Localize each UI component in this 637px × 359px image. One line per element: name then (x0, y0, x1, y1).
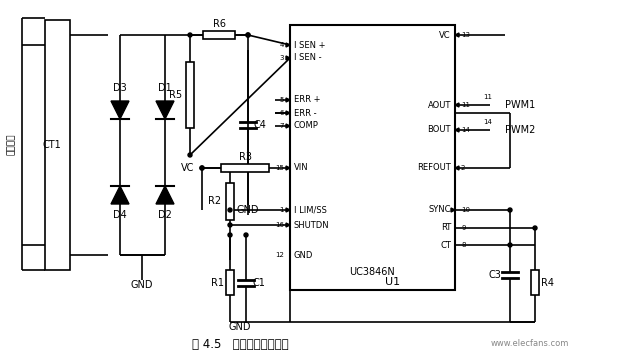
Text: 16: 16 (275, 222, 284, 228)
Text: 7: 7 (280, 123, 284, 129)
Polygon shape (455, 128, 459, 132)
Text: 9: 9 (461, 225, 466, 231)
Text: VIN: VIN (294, 163, 308, 173)
Text: AOUT: AOUT (427, 101, 451, 109)
Text: 3: 3 (280, 55, 284, 61)
Polygon shape (286, 208, 290, 212)
Text: D3: D3 (113, 83, 127, 93)
Text: 图 4.5   电流检测反馈电路: 图 4.5 电流检测反馈电路 (192, 337, 289, 350)
Text: UC3846N: UC3846N (350, 267, 396, 277)
Text: C1: C1 (252, 278, 266, 288)
Polygon shape (455, 103, 459, 107)
Text: R6: R6 (213, 19, 225, 29)
Text: R2: R2 (208, 196, 222, 206)
Polygon shape (286, 124, 290, 128)
Circle shape (508, 243, 512, 247)
Text: ERR +: ERR + (294, 95, 320, 104)
Text: D2: D2 (158, 210, 172, 220)
Text: 4: 4 (280, 42, 284, 48)
Text: D1: D1 (158, 83, 172, 93)
Text: PWM1: PWM1 (505, 100, 535, 110)
Circle shape (246, 33, 250, 37)
Bar (226, 270, 234, 295)
Text: VC: VC (181, 163, 194, 173)
Text: GND: GND (131, 280, 154, 290)
Text: GND: GND (237, 205, 259, 215)
Text: I SEN -: I SEN - (294, 53, 322, 62)
Bar (203, 31, 235, 39)
Text: 15: 15 (275, 165, 284, 171)
Polygon shape (455, 33, 459, 37)
Text: BOUT: BOUT (427, 126, 451, 135)
Text: REFOUT: REFOUT (417, 163, 451, 173)
Circle shape (533, 226, 537, 230)
Polygon shape (286, 56, 290, 60)
Text: 11: 11 (483, 94, 492, 100)
Text: 11: 11 (461, 102, 470, 108)
Circle shape (228, 208, 232, 212)
Text: CT1: CT1 (43, 140, 61, 150)
Polygon shape (286, 43, 290, 47)
Text: D4: D4 (113, 210, 127, 220)
Text: 10: 10 (461, 207, 470, 213)
Polygon shape (286, 111, 290, 115)
Text: 8: 8 (461, 242, 466, 248)
Polygon shape (156, 186, 174, 204)
Bar (221, 164, 269, 172)
Circle shape (228, 223, 232, 227)
Polygon shape (451, 208, 455, 212)
Polygon shape (286, 166, 290, 170)
Circle shape (508, 208, 512, 212)
Text: R4: R4 (541, 278, 554, 288)
Text: PWM2: PWM2 (505, 125, 535, 135)
Text: SHUTDN: SHUTDN (294, 220, 329, 229)
Circle shape (244, 233, 248, 237)
Bar (226, 183, 234, 220)
Text: U1: U1 (385, 277, 400, 287)
Text: 12: 12 (275, 252, 284, 258)
Circle shape (228, 233, 232, 237)
Circle shape (188, 33, 192, 37)
Text: COMP: COMP (294, 121, 319, 131)
Text: VC: VC (440, 31, 451, 39)
Text: 13: 13 (461, 32, 470, 38)
Circle shape (188, 153, 192, 157)
Text: 14: 14 (461, 127, 470, 133)
Text: www.elecfans.com: www.elecfans.com (491, 340, 569, 349)
Text: 6: 6 (280, 110, 284, 116)
Text: 1: 1 (280, 207, 284, 213)
Polygon shape (455, 166, 459, 170)
Bar (186, 62, 194, 128)
Text: R3: R3 (238, 152, 252, 162)
Text: 5: 5 (280, 97, 284, 103)
Text: 直流母线: 直流母线 (6, 133, 15, 155)
Polygon shape (156, 101, 174, 119)
Text: GND: GND (229, 322, 251, 332)
Polygon shape (111, 101, 129, 119)
Circle shape (200, 166, 204, 170)
Text: C3: C3 (489, 270, 501, 280)
Text: SYNC: SYNC (429, 205, 451, 214)
Circle shape (200, 166, 204, 170)
Text: 14: 14 (483, 119, 492, 125)
Polygon shape (111, 186, 129, 204)
Circle shape (246, 33, 250, 37)
Text: R1: R1 (210, 278, 224, 288)
Text: RT: RT (441, 224, 451, 233)
Bar (45, 20, 70, 270)
Text: CT: CT (440, 241, 451, 250)
Polygon shape (286, 98, 290, 102)
Text: I SEN +: I SEN + (294, 41, 326, 50)
Text: R5: R5 (169, 90, 183, 100)
Bar (290, 25, 455, 290)
Text: GND: GND (294, 251, 313, 260)
Bar (531, 270, 539, 295)
Text: ERR -: ERR - (294, 108, 317, 117)
Text: C4: C4 (254, 120, 266, 130)
Text: I LIM/SS: I LIM/SS (294, 205, 327, 214)
Polygon shape (286, 223, 290, 227)
Text: 2: 2 (461, 165, 466, 171)
